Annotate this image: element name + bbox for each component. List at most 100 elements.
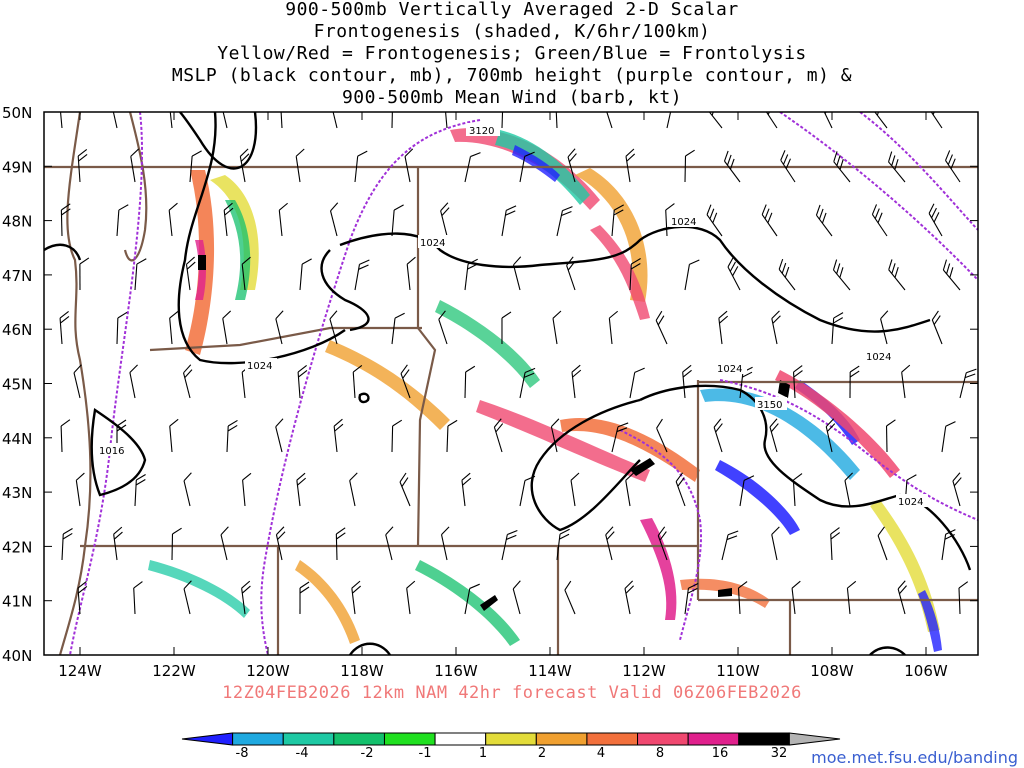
wind-barb	[464, 258, 478, 291]
colorbar-swatch	[282, 732, 335, 746]
wind-barb	[110, 112, 118, 129]
wind-barb	[552, 310, 562, 345]
wind-barb	[888, 259, 906, 291]
wind-barb	[737, 581, 748, 615]
colorbar-swatch	[586, 732, 639, 746]
lon-label: 124W	[58, 662, 102, 680]
wind-barb	[846, 580, 857, 615]
wind-barb	[464, 365, 476, 399]
colorbar-label: -4	[295, 746, 309, 761]
wind-barb	[226, 419, 238, 453]
wind-barb	[61, 527, 73, 561]
wind-barb	[880, 310, 889, 345]
height-contour	[69, 112, 143, 655]
wind-barb	[297, 364, 308, 399]
wind-barb	[349, 472, 358, 507]
wind-barb	[59, 310, 70, 345]
wind-barb	[666, 112, 674, 129]
wind-barb	[941, 421, 956, 453]
wind-barb	[815, 204, 833, 237]
wind-barb	[182, 364, 193, 399]
colorbar-label: 2	[537, 746, 547, 761]
wind-barb	[624, 580, 635, 615]
wind-barb	[391, 112, 394, 129]
wind-barb	[446, 419, 458, 453]
wind-barb	[189, 150, 202, 183]
wind-barb	[833, 151, 851, 183]
frontogenesis-band	[560, 418, 700, 482]
wind-barb	[727, 257, 741, 291]
frontolysis-band	[715, 460, 800, 535]
frontogenesis-band	[295, 560, 360, 644]
wind-barb	[665, 203, 675, 237]
mslp-label-1024: 1024	[866, 352, 891, 363]
wind-barb	[501, 311, 512, 345]
wind-barb	[927, 112, 943, 129]
wind-barb	[279, 112, 283, 129]
wind-barb	[168, 112, 173, 129]
wind-barb	[299, 581, 310, 615]
wind-barb	[391, 204, 404, 237]
wind-barb	[684, 259, 700, 291]
wind-barb	[77, 149, 88, 183]
lon-label: 106W	[904, 662, 948, 680]
wind-barb	[223, 202, 234, 237]
wind-barb	[778, 258, 796, 291]
wind-barb	[792, 473, 803, 507]
wind-barb	[901, 364, 911, 399]
wind-barb	[130, 148, 140, 183]
lat-label: 48N	[2, 213, 32, 231]
pacific-coast	[58, 112, 92, 655]
colorbar-label: -1	[418, 746, 432, 761]
map-title-line-2: Frontogenesis (shaded, K/6hr/100km)	[313, 21, 711, 42]
wind-barb	[655, 310, 668, 345]
wind-barb	[399, 472, 411, 507]
wind-barb	[241, 256, 251, 291]
colorbar-label: -8	[235, 746, 249, 761]
wind-barb	[928, 203, 943, 237]
lon-label: 110W	[716, 662, 760, 680]
mslp-label-1024: 1024	[247, 361, 272, 372]
lon-label: 116W	[434, 662, 478, 680]
map-title-line-4: MSLP (black contour, mb), 700mb height (…	[171, 65, 853, 86]
lon-label: 112W	[622, 662, 666, 680]
wind-barb	[512, 580, 521, 615]
frontogenesis-band	[590, 225, 650, 320]
wind-barb	[721, 530, 739, 561]
wind-barb	[958, 581, 969, 615]
wind-barb	[391, 419, 403, 453]
wind-barb	[849, 365, 860, 399]
wind-barb	[629, 367, 645, 399]
wind-barb	[385, 526, 394, 561]
idaho-border	[416, 167, 437, 547]
mslp-contour	[179, 112, 258, 170]
wind-barb	[723, 150, 741, 183]
wind-barb	[771, 526, 780, 561]
washington-oregon-border	[149, 326, 422, 352]
wind-barb	[501, 112, 504, 129]
wind-barb	[171, 527, 182, 561]
wind-barb	[329, 310, 338, 345]
wind-barb	[564, 580, 576, 615]
wind-barb	[625, 472, 635, 507]
state-borders	[44, 112, 978, 655]
wind-barb	[605, 526, 615, 561]
wind-barb	[440, 526, 450, 561]
wind-barb	[656, 418, 668, 453]
wind-barb	[830, 527, 841, 561]
wind-barb	[885, 419, 896, 453]
lon-label: 118W	[340, 662, 384, 680]
frontolysis-band	[918, 590, 942, 652]
credit-url[interactable]: moe.met.fsu.edu/banding	[811, 748, 1018, 767]
wind-barb	[354, 150, 368, 183]
mslp-contour	[90, 407, 147, 497]
wind-barb	[329, 202, 339, 237]
wind-barb	[519, 475, 536, 507]
wind-barb	[832, 259, 851, 291]
contour-labels: 3120 1024 1024 1024 1024 1024 1016 3150 …	[97, 123, 928, 508]
wind-barb	[295, 148, 305, 183]
frontogenesis-max	[630, 458, 655, 476]
wind-barb	[571, 364, 582, 399]
lat-label: 47N	[2, 267, 32, 285]
lat-label: 50N	[2, 104, 32, 122]
